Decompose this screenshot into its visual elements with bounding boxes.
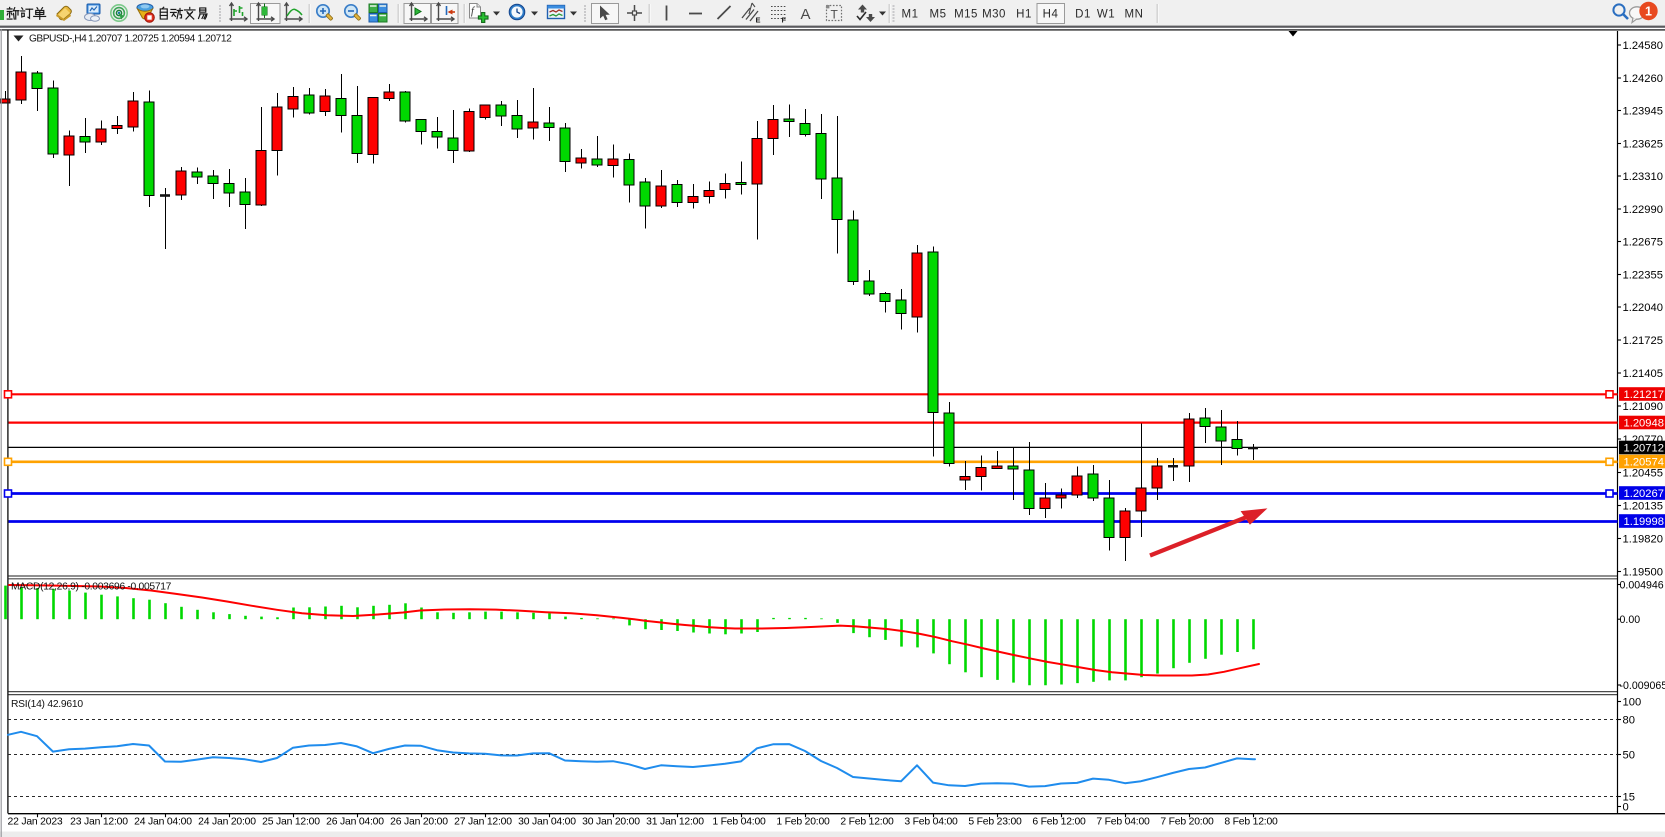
svg-text:D1: D1	[1075, 9, 1091, 21]
svg-text:8 Feb 12:00: 8 Feb 12:00	[1224, 817, 1278, 828]
svg-text:1.20948: 1.20948	[1624, 418, 1664, 430]
svg-text:M15: M15	[954, 9, 978, 21]
svg-text:1.23310: 1.23310	[1623, 171, 1663, 183]
svg-text:1: 1	[1645, 5, 1652, 19]
svg-text:GBPUSD-,H4: GBPUSD-,H4	[29, 34, 87, 45]
svg-text:MACD(12,26,9) -0.003696 -0.005: MACD(12,26,9) -0.003696 -0.005717	[11, 582, 172, 593]
svg-text:1.23945: 1.23945	[1623, 106, 1663, 118]
svg-text:1.22675: 1.22675	[1623, 237, 1663, 249]
svg-text:W1: W1	[1097, 9, 1115, 21]
svg-text:7 Feb 20:00: 7 Feb 20:00	[1160, 817, 1214, 828]
svg-text:2 Feb 12:00: 2 Feb 12:00	[840, 817, 894, 828]
svg-text:E: E	[756, 16, 761, 25]
svg-text:5 Feb 23:00: 5 Feb 23:00	[968, 817, 1022, 828]
svg-text:1.20574: 1.20574	[1624, 457, 1664, 469]
svg-text:1.20267: 1.20267	[1624, 488, 1664, 500]
svg-text:6 Feb 12:00: 6 Feb 12:00	[1032, 817, 1086, 828]
svg-text:1.24260: 1.24260	[1623, 73, 1663, 85]
svg-text:M30: M30	[982, 9, 1006, 21]
svg-text:A: A	[801, 6, 811, 23]
svg-text:26 Jan 20:00: 26 Jan 20:00	[390, 817, 448, 828]
svg-text:f: f	[471, 6, 476, 17]
svg-text:27 Jan 12:00: 27 Jan 12:00	[454, 817, 512, 828]
svg-text:100: 100	[1623, 697, 1642, 709]
svg-text:T: T	[831, 7, 839, 21]
svg-text:1.22355: 1.22355	[1623, 270, 1663, 282]
svg-text:F: F	[782, 16, 787, 25]
svg-text:1.20712: 1.20712	[1624, 443, 1664, 455]
svg-text:1 Feb 04:00: 1 Feb 04:00	[712, 817, 766, 828]
svg-text:H4: H4	[1043, 9, 1059, 21]
svg-text:30 Jan 04:00: 30 Jan 04:00	[518, 817, 576, 828]
svg-text:1.21217: 1.21217	[1624, 389, 1664, 401]
svg-text:1.21090: 1.21090	[1623, 401, 1663, 413]
svg-text:31 Jan 12:00: 31 Jan 12:00	[646, 817, 704, 828]
svg-text:80: 80	[1623, 715, 1635, 727]
svg-text:24 Jan 04:00: 24 Jan 04:00	[134, 817, 192, 828]
svg-text:7 Feb 04:00: 7 Feb 04:00	[1096, 817, 1150, 828]
svg-text:H1: H1	[1016, 9, 1032, 21]
svg-text:1.20707 1.20725 1.20594 1.2071: 1.20707 1.20725 1.20594 1.20712	[88, 34, 232, 45]
svg-text:30 Jan 20:00: 30 Jan 20:00	[582, 817, 640, 828]
svg-text:1.20455: 1.20455	[1623, 468, 1663, 480]
svg-text:M5: M5	[930, 9, 947, 21]
svg-text:1.19500: 1.19500	[1623, 567, 1663, 579]
svg-text:M1: M1	[902, 9, 919, 21]
svg-text:1 Feb 20:00: 1 Feb 20:00	[776, 817, 830, 828]
svg-text:50: 50	[1623, 750, 1635, 762]
svg-text:0: 0	[1623, 802, 1629, 814]
svg-text:22 Jan 2023: 22 Jan 2023	[8, 817, 63, 828]
svg-text:1.20135: 1.20135	[1623, 501, 1663, 513]
svg-text:RSI(14) 42.9610: RSI(14) 42.9610	[11, 699, 83, 710]
svg-text:1.22990: 1.22990	[1623, 204, 1663, 216]
svg-text:15: 15	[1623, 792, 1635, 804]
svg-text:0.004946: 0.004946	[1620, 580, 1664, 592]
svg-text:MN: MN	[1125, 9, 1144, 21]
svg-text:1.19998: 1.19998	[1624, 516, 1664, 528]
svg-text:24 Jan 20:00: 24 Jan 20:00	[198, 817, 256, 828]
svg-text:1.21405: 1.21405	[1623, 368, 1663, 380]
svg-text:1.21725: 1.21725	[1623, 335, 1663, 347]
svg-text:23 Jan 12:00: 23 Jan 12:00	[70, 817, 128, 828]
svg-text:1.24580: 1.24580	[1623, 40, 1663, 52]
svg-text:1.22040: 1.22040	[1623, 302, 1663, 314]
svg-text:3 Feb 04:00: 3 Feb 04:00	[904, 817, 958, 828]
svg-text:-0.009065: -0.009065	[1620, 680, 1665, 692]
svg-text:1.23625: 1.23625	[1623, 139, 1663, 151]
svg-text:25 Jan 12:00: 25 Jan 12:00	[262, 817, 320, 828]
svg-text:1.19820: 1.19820	[1623, 534, 1663, 546]
svg-text:0.00: 0.00	[1620, 614, 1641, 626]
svg-text:26 Jan 04:00: 26 Jan 04:00	[326, 817, 384, 828]
